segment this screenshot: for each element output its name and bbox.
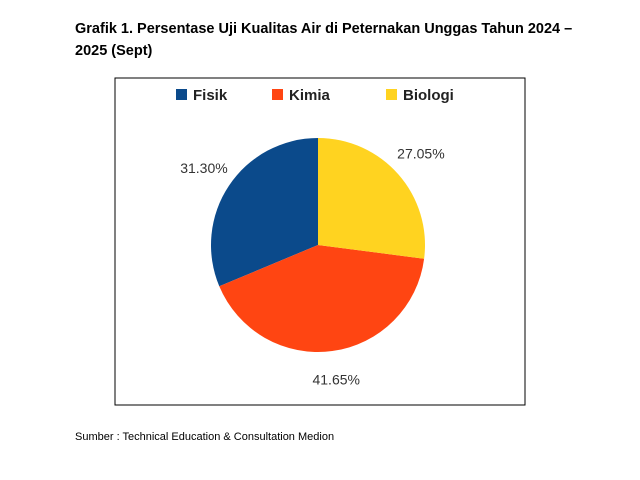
legend-swatch [386,89,397,100]
chart-title: Grafik 1. Persentase Uji Kualitas Air di… [75,21,573,59]
data-label: 27.05% [397,145,444,161]
legend-label: Biologi [403,87,454,104]
source-note: Sumber : Technical Education & Consultat… [75,431,335,443]
data-label: 41.65% [312,371,359,387]
legend-label: Fisik [193,87,228,104]
pie-slice [318,138,425,259]
data-label: 31.30% [180,160,227,176]
pie-slice [210,138,318,287]
legend-swatch [272,89,283,100]
legend-swatch [176,89,187,100]
pie-slice [219,245,425,352]
legend-label: Kimia [289,87,331,104]
